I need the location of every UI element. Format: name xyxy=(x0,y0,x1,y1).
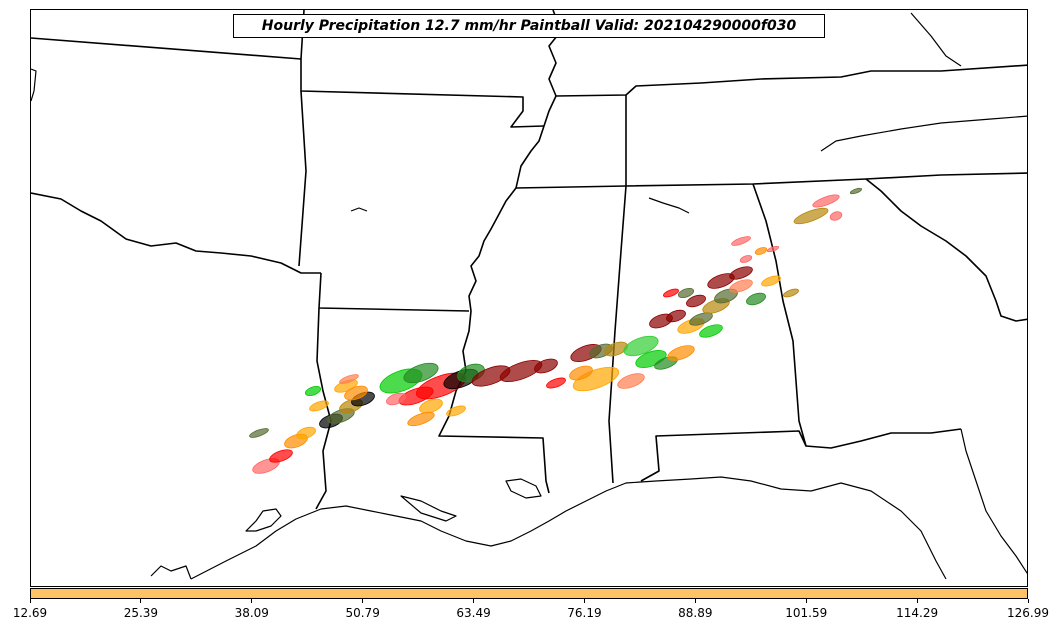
precipitation-blob xyxy=(569,365,593,381)
precipitation-blob xyxy=(739,255,753,263)
precipitation-blob xyxy=(446,405,466,417)
colorbar-tick-label: 12.69 xyxy=(12,606,48,620)
precipitation-blob xyxy=(667,345,695,361)
colorbar-tick-mark xyxy=(29,599,31,603)
colorbar-tick-mark xyxy=(916,599,918,603)
precipitation-blob xyxy=(689,312,713,326)
precipitation-blob xyxy=(249,428,269,438)
precipitation-blob xyxy=(849,187,863,195)
precipitation-blob xyxy=(746,292,766,306)
coastlines xyxy=(31,12,1027,580)
precipitation-blob xyxy=(617,373,645,389)
colorbar-tick-mark xyxy=(583,599,585,603)
precipitation-blob xyxy=(686,294,706,308)
colorbar-tick-mark xyxy=(1027,599,1029,603)
precipitation-blob xyxy=(829,211,843,221)
state-borders xyxy=(31,10,1027,510)
precipitation-blob xyxy=(663,288,679,298)
precipitation-blob xyxy=(761,275,781,287)
precipitation-blob xyxy=(635,350,667,368)
colorbar-tick-mark xyxy=(805,599,807,603)
precipitation-paintball-layer xyxy=(249,187,863,474)
colorbar-tick-label: 126.99 xyxy=(1007,606,1049,620)
precipitation-blob xyxy=(344,385,368,401)
precipitation-blob xyxy=(666,309,686,323)
colorbar xyxy=(30,588,1028,599)
precipitation-blob xyxy=(766,245,780,253)
precipitation-blob xyxy=(572,366,620,392)
precipitation-blob xyxy=(731,236,751,246)
map-canvas xyxy=(31,10,1027,580)
precipitation-blob xyxy=(729,266,753,280)
precipitation-blob xyxy=(403,362,439,384)
colorbar-tick-label: 101.59 xyxy=(785,606,828,620)
map-title: Hourly Precipitation 12.7 mm/hr Paintbal… xyxy=(233,14,825,38)
precipitation-blob xyxy=(386,392,406,406)
colorbar-tick-mark xyxy=(251,599,253,603)
colorbar-tick-label: 114.29 xyxy=(896,606,939,620)
precipitation-blob xyxy=(309,400,329,412)
colorbar-tick-mark xyxy=(694,599,696,603)
colorbar-tick-label: 25.39 xyxy=(123,606,159,620)
precipitation-blob xyxy=(699,324,723,338)
precipitation-blob xyxy=(783,288,799,298)
precipitation-blob xyxy=(339,374,359,384)
precipitation-blob xyxy=(623,335,659,357)
colorbar-tick-label: 38.09 xyxy=(234,606,269,620)
colorbar-tick-mark xyxy=(362,599,364,603)
precipitation-blob xyxy=(677,287,695,299)
precipitation-blob xyxy=(304,385,322,397)
colorbar-tick-label: 50.79 xyxy=(345,606,380,620)
colorbar-tick-mark xyxy=(140,599,142,603)
precipitation-blob xyxy=(812,194,840,208)
precipitation-blob xyxy=(296,426,316,440)
precipitation-blob xyxy=(754,247,768,255)
colorbar-tick-label: 63.49 xyxy=(456,606,491,620)
map-panel xyxy=(30,9,1028,587)
precipitation-blob xyxy=(793,207,829,225)
precipitation-blob xyxy=(546,377,566,389)
precipitation-blob xyxy=(269,449,293,463)
precipitation-blob xyxy=(534,358,558,374)
colorbar-tick-label: 76.19 xyxy=(567,606,602,620)
precipitation-blob xyxy=(729,279,753,293)
colorbar-tick-label: 88.89 xyxy=(678,606,713,620)
precipitation-blob xyxy=(419,398,443,414)
colorbar-tick-mark xyxy=(473,599,475,603)
precipitation-blob xyxy=(407,411,435,427)
